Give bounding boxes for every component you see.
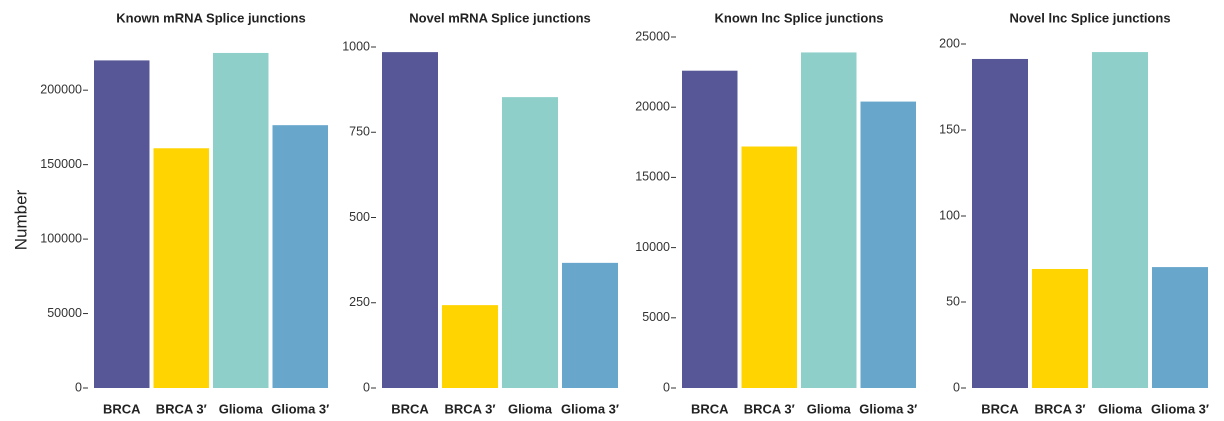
x-tick-label: BRCA 3′ (744, 401, 795, 416)
bar (1092, 52, 1148, 389)
bar (272, 125, 328, 389)
y-tick-label: 150 (939, 122, 960, 136)
chart-title: Novel mRNA Splice junctions (409, 10, 591, 25)
y-tick-label: 0 (363, 380, 370, 394)
y-tick-label: 5000 (642, 310, 670, 324)
y-tick-label: 50 (946, 294, 960, 308)
y-tick-label: 250 (349, 295, 370, 309)
bar (502, 97, 558, 388)
y-tick-label: 100000 (40, 231, 82, 245)
x-tick-label: BRCA 3′ (156, 401, 207, 416)
bar (1032, 268, 1088, 388)
y-tick-label: 50000 (47, 306, 82, 320)
y-tick-label: 10000 (635, 240, 670, 254)
y-tick-label: 0 (953, 380, 960, 394)
x-tick-label: Glioma (807, 401, 852, 416)
chart-title: Known lnc Splice junctions (714, 10, 883, 25)
x-tick-label: BRCA 3′ (444, 401, 495, 416)
y-tick-label: 0 (75, 380, 82, 394)
x-tick-label: Glioma (1098, 401, 1143, 416)
bar (860, 101, 916, 389)
x-tick-label: BRCA 3′ (1034, 401, 1085, 416)
chart-title: Novel lnc Splice junctions (1009, 10, 1170, 25)
bar (1152, 267, 1208, 388)
bar (382, 52, 438, 389)
x-tick-label: Glioma 3′ (271, 401, 329, 416)
bar (682, 70, 738, 389)
y-tick-label: 20000 (635, 99, 670, 113)
y-tick-label: 25000 (635, 29, 670, 43)
bar (94, 60, 150, 389)
x-tick-label: Glioma (219, 401, 264, 416)
x-tick-label: Glioma 3′ (1151, 401, 1209, 416)
x-tick-label: BRCA (103, 401, 141, 416)
bar (741, 146, 797, 388)
bar (562, 262, 618, 388)
bar (972, 58, 1028, 389)
y-tick-label: 15000 (635, 170, 670, 184)
y-tick-label: 0 (663, 380, 670, 394)
x-tick-label: Glioma 3′ (561, 401, 619, 416)
bar (442, 305, 498, 388)
y-tick-label: 750 (349, 125, 370, 139)
y-tick-label: 200 (939, 36, 960, 50)
y-tick-label: 1000 (342, 39, 370, 53)
y-tick-label: 150000 (40, 157, 82, 171)
chart-title: Known mRNA Splice junctions (116, 10, 305, 25)
bar (153, 148, 209, 388)
bar (801, 52, 857, 388)
y-tick-label: 200000 (40, 82, 82, 96)
x-tick-label: Glioma 3′ (859, 401, 917, 416)
bar (213, 52, 269, 389)
x-tick-label: BRCA (981, 401, 1019, 416)
y-tick-label: 500 (349, 210, 370, 224)
x-tick-label: Glioma (508, 401, 553, 416)
y-tick-label: 100 (939, 208, 960, 222)
y-axis-label: Number (11, 189, 30, 250)
x-tick-label: BRCA (391, 401, 429, 416)
x-tick-label: BRCA (691, 401, 729, 416)
